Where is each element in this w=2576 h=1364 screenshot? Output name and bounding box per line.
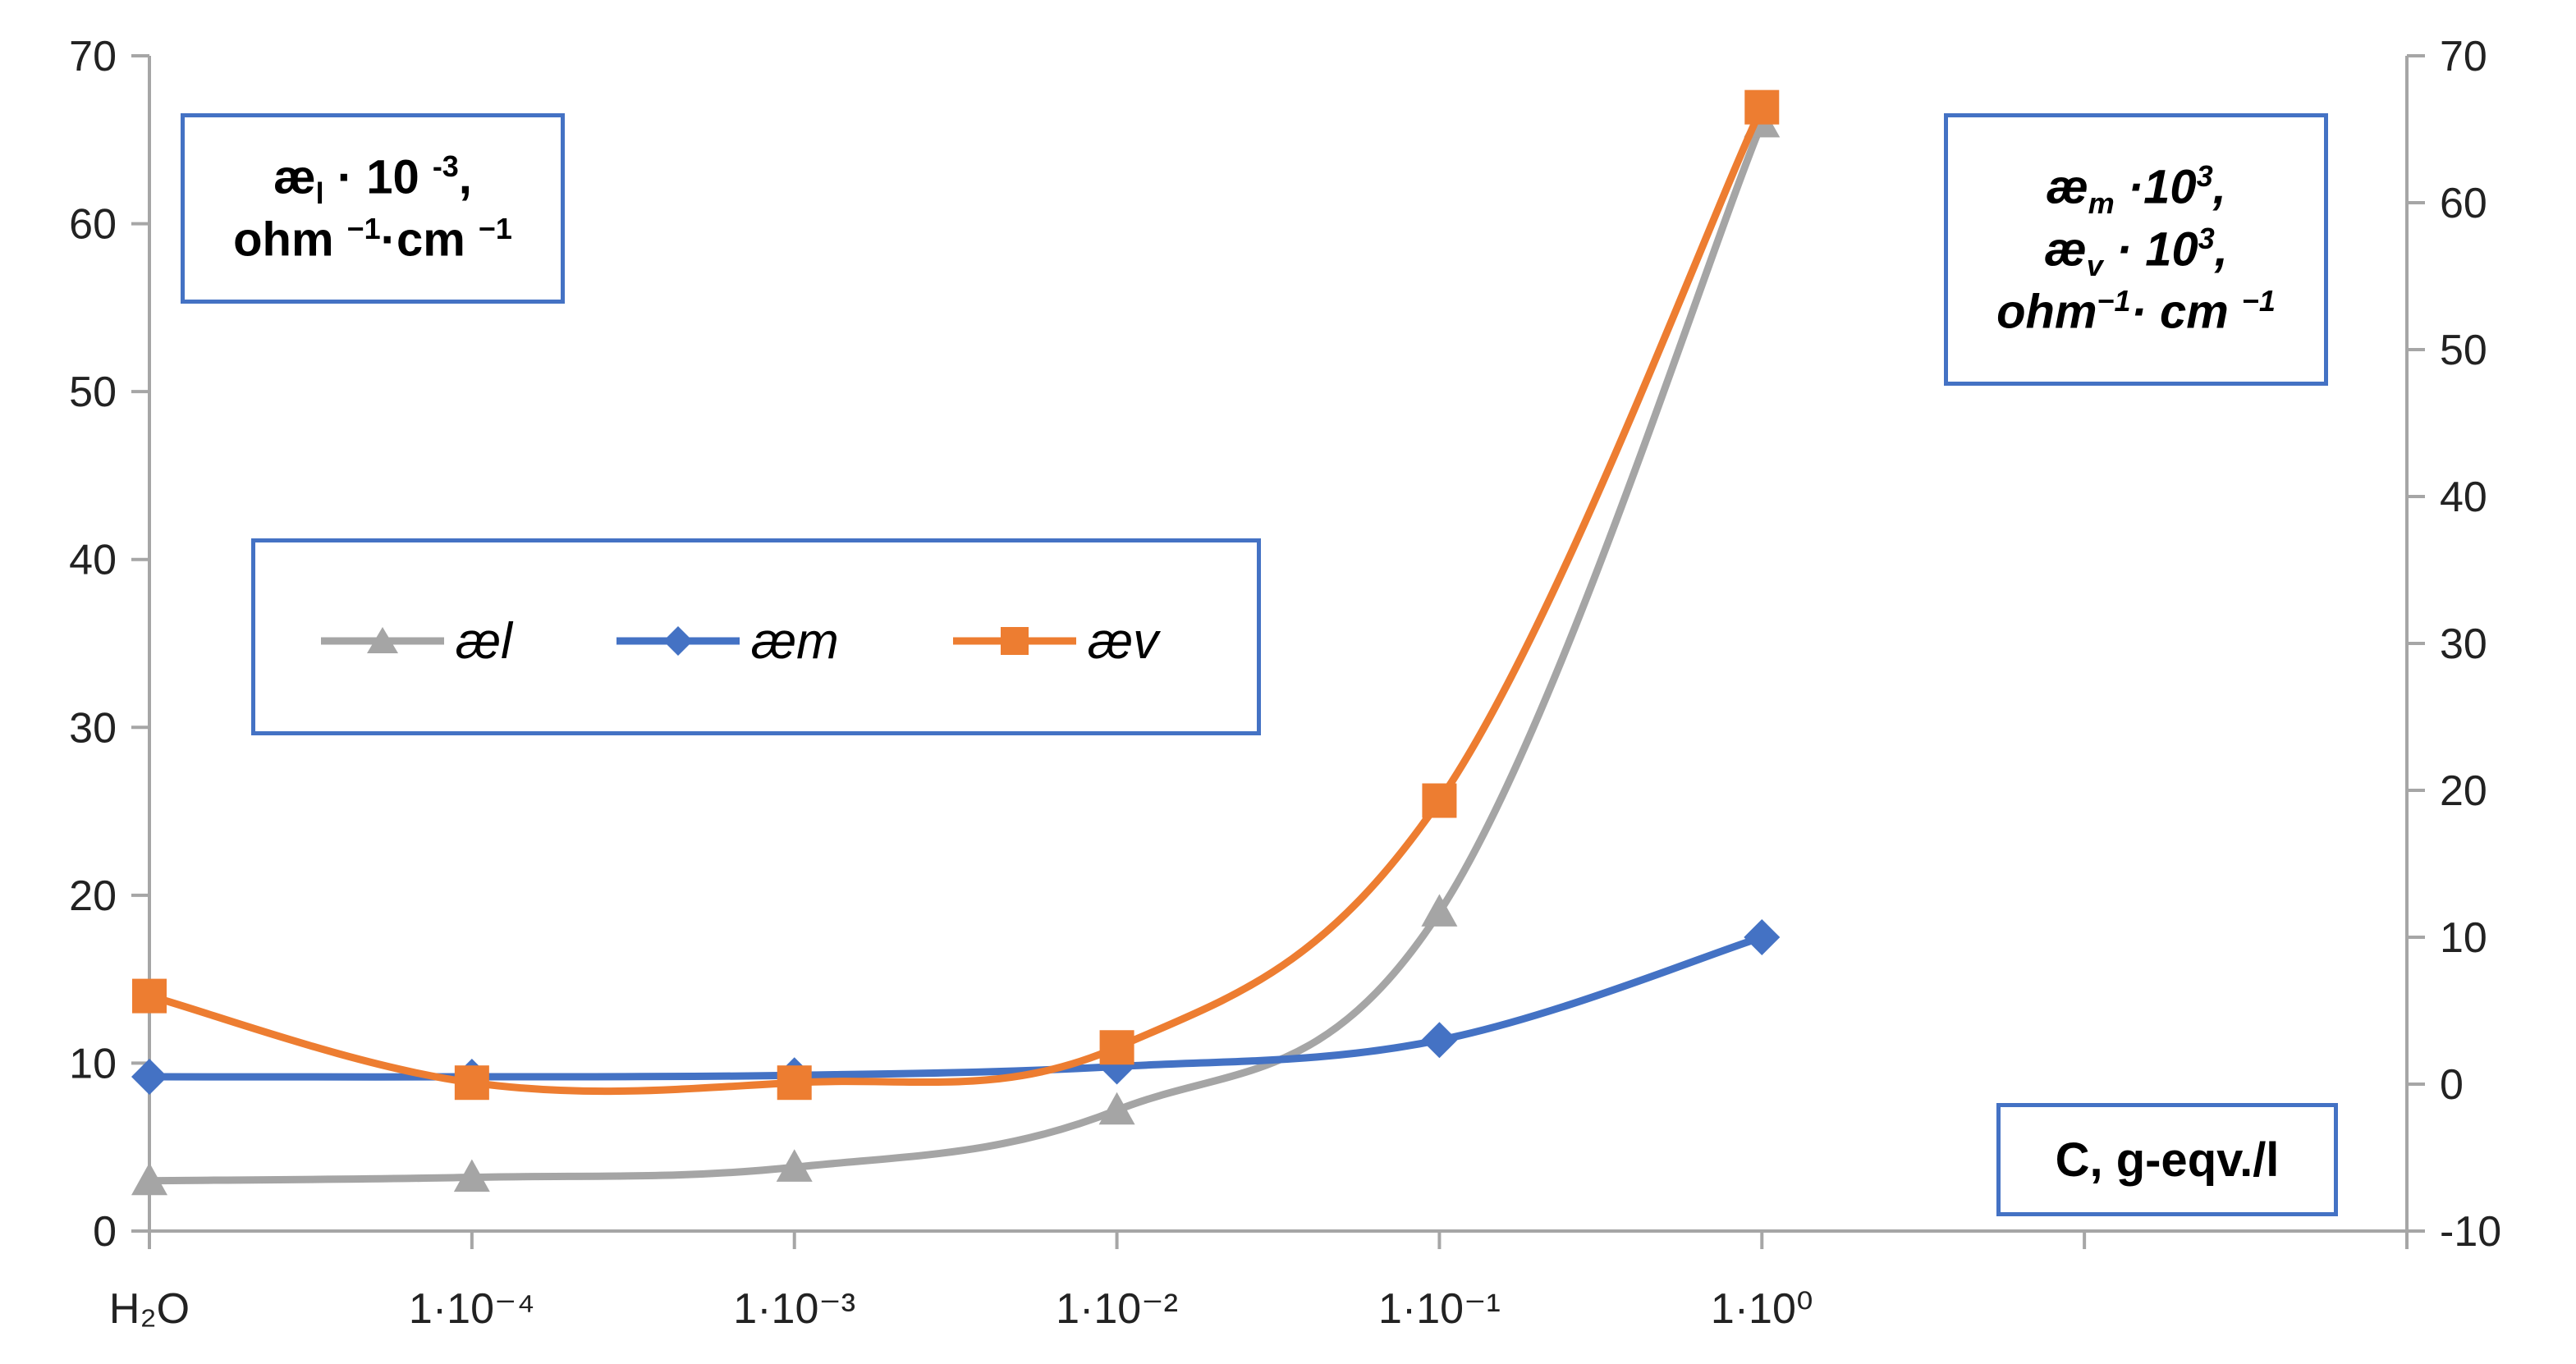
data-point-series-2	[777, 1065, 812, 1101]
data-point-series-0	[131, 1162, 167, 1196]
right-y-tick-label: -10	[2440, 1208, 2501, 1256]
data-point-series-0	[453, 1159, 490, 1192]
right-y-tick-label: 0	[2440, 1061, 2464, 1109]
left-y-tick-label: 70	[69, 33, 117, 80]
x-axis-label: C, g-eqv./l	[1996, 1103, 2338, 1216]
right-unit-line-2: æv · 103,	[2044, 222, 2228, 282]
x-tick-label: 1·10⁻¹	[1378, 1285, 1501, 1333]
right-y-tick-label: 20	[2440, 767, 2487, 815]
ticks: 0 10 20 30 40 50 60 70 -10 0 10 20 30 40 50 60 70 H₂O 1·10…	[69, 33, 2501, 1333]
legend-label-ev: æv	[1088, 612, 1159, 670]
data-point-series-0	[776, 1149, 813, 1182]
data-point-series-2	[1422, 783, 1457, 818]
series-1	[131, 919, 1781, 1096]
data-point-series-2	[454, 1065, 489, 1101]
x-tick-label: H₂O	[109, 1285, 190, 1333]
x-tick-label: 1·10⁻⁴	[409, 1285, 535, 1333]
legend-swatch-em	[616, 626, 740, 656]
right-unit-line-1: æm ·103,	[2046, 158, 2226, 220]
legend-entry-el: æl	[321, 592, 512, 690]
legend: æl æm æv	[251, 538, 1261, 735]
left-unit-line-2: ohm −1·cm −1	[233, 212, 512, 267]
right-y-tick-label: 40	[2440, 474, 2487, 521]
x-tick-label: 1·10⁻²	[1056, 1285, 1178, 1333]
legend-entry-em: æm	[616, 592, 839, 690]
left-unit-factor: · 10	[323, 150, 433, 204]
data-point-series-1	[1744, 919, 1781, 955]
left-unit-symbol-sub: l	[315, 176, 324, 210]
data-point-series-0	[1421, 894, 1458, 927]
left-y-tick-label: 0	[93, 1208, 117, 1256]
left-y-tick-label: 10	[69, 1040, 117, 1087]
data-point-series-2	[1099, 1030, 1134, 1065]
data-point-series-2	[1744, 89, 1780, 125]
right-y-tick-label: 30	[2440, 620, 2487, 668]
series-line-1	[149, 933, 1763, 1081]
right-y-tick-label: 70	[2440, 33, 2487, 80]
data-point-series-1	[1421, 1022, 1458, 1059]
left-y-tick-label: 60	[69, 201, 117, 249]
left-y-tick-label: 40	[69, 537, 117, 584]
legend-swatch-el	[321, 627, 444, 653]
data-point-series-1	[131, 1059, 167, 1096]
series-2	[132, 89, 1780, 1101]
legend-label-em: æm	[751, 612, 839, 670]
left-y-tick-label: 50	[69, 368, 117, 416]
left-unit-exponent: -3	[432, 149, 459, 183]
right-axis-unit-label: æm ·103, æv · 103, ohm−1· cm −1	[1944, 113, 2328, 386]
right-y-tick-label: 10	[2440, 914, 2487, 962]
x-axis-label-text: C, g-eqv./l	[2055, 1133, 2280, 1187]
legend-entry-ev: æv	[953, 592, 1158, 690]
left-unit-line-1: æl · 10 -3,	[273, 149, 472, 210]
series	[131, 89, 1781, 1196]
left-unit-symbol: æ	[273, 150, 316, 204]
right-y-tick-label: 60	[2440, 180, 2487, 227]
x-tick-label: 1·10⁰	[1711, 1285, 1813, 1333]
right-unit-line-3: ohm−1· cm −1	[1996, 284, 2276, 339]
right-y-tick-label: 50	[2440, 327, 2487, 374]
data-point-series-2	[132, 978, 167, 1014]
left-axis-unit-label: æl · 10 -3, ohm −1·cm −1	[181, 113, 565, 304]
left-y-tick-label: 30	[69, 704, 117, 752]
legend-swatch-ev	[953, 627, 1076, 655]
left-y-tick-label: 20	[69, 872, 117, 920]
legend-label-el: æl	[456, 612, 512, 670]
data-point-series-0	[1098, 1092, 1135, 1125]
x-tick-label: 1·10⁻³	[733, 1285, 855, 1333]
